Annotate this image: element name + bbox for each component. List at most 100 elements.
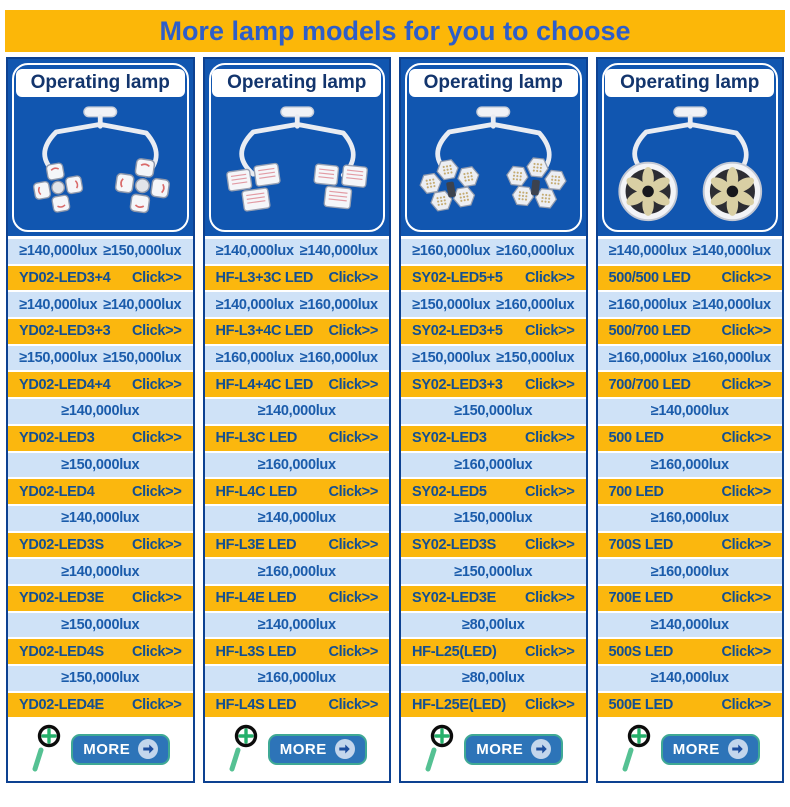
- click-link[interactable]: Click>>: [525, 590, 575, 607]
- more-label: MORE: [476, 740, 524, 758]
- click-link[interactable]: Click>>: [328, 270, 379, 287]
- click-link[interactable]: Click>>: [132, 697, 182, 714]
- click-link[interactable]: Click>>: [525, 697, 575, 714]
- model-row[interactable]: 500/500 LED Click>>: [597, 265, 782, 291]
- click-link[interactable]: Click>>: [328, 590, 379, 607]
- model-row[interactable]: SY02-LED3E Click>>: [401, 585, 586, 611]
- click-link[interactable]: Click>>: [525, 323, 575, 340]
- model-row[interactable]: SY02-LED3 Click>>: [401, 425, 586, 451]
- click-link[interactable]: Click>>: [721, 536, 772, 553]
- model-row[interactable]: HF-L25(LED) Click>>: [401, 639, 586, 664]
- click-link[interactable]: Click>>: [132, 483, 182, 500]
- dual-petal-lamp-image: [14, 103, 187, 230]
- model-row[interactable]: 700E LED Click>>: [597, 585, 782, 611]
- click-link[interactable]: Click>>: [132, 643, 182, 660]
- click-link[interactable]: Click>>: [721, 643, 772, 660]
- model-row[interactable]: SY02-LED5+5 Click>>: [401, 265, 586, 291]
- model-row[interactable]: 700/700 LED Click>>: [597, 372, 782, 398]
- column-header: Operating lamp: [605, 69, 775, 97]
- click-link[interactable]: Click>>: [525, 536, 575, 553]
- click-link[interactable]: Click>>: [525, 270, 575, 287]
- model-row[interactable]: YD02-LED3S Click>>: [8, 532, 193, 558]
- model-row[interactable]: 500/700 LED Click>>: [597, 319, 782, 344]
- magnifier-plus-icon[interactable]: [620, 723, 652, 775]
- click-link[interactable]: Click>>: [525, 430, 575, 447]
- model-name: 500/500 LED: [608, 270, 691, 287]
- click-link[interactable]: Click>>: [721, 430, 772, 447]
- model-row[interactable]: SY02-LED3S Click>>: [401, 532, 586, 558]
- model-row[interactable]: YD02-LED3E Click>>: [8, 585, 193, 611]
- click-link[interactable]: Click>>: [328, 536, 379, 553]
- click-link[interactable]: Click>>: [132, 590, 182, 607]
- lux-value: ≥150,000lux: [61, 456, 140, 473]
- model-row[interactable]: 500S LED Click>>: [597, 639, 782, 664]
- model-row[interactable]: HF-L3+4C LED Click>>: [204, 319, 389, 344]
- click-link[interactable]: Click>>: [525, 376, 575, 393]
- more-button[interactable]: MORE: [464, 733, 564, 765]
- model-row[interactable]: HF-L4S LED Click>>: [204, 692, 389, 718]
- spec-row: ≥140,000lux: [8, 559, 193, 584]
- click-link[interactable]: Click>>: [328, 483, 379, 500]
- column-footer: MORE: [401, 717, 586, 781]
- click-link[interactable]: Click>>: [132, 270, 182, 287]
- spec-row: ≥160,000lux ≥160,000lux: [204, 345, 389, 371]
- model-row[interactable]: YD02-LED4+4 Click>>: [8, 372, 193, 398]
- magnifier-plus-icon[interactable]: [423, 723, 455, 775]
- model-name: SY02-LED5+5: [412, 270, 503, 287]
- click-link[interactable]: Click>>: [525, 483, 575, 500]
- model-row[interactable]: HF-L3E LED Click>>: [204, 532, 389, 558]
- spec-row: ≥160,000lux: [597, 505, 782, 531]
- model-row[interactable]: 500E LED Click>>: [597, 692, 782, 718]
- magnifier-plus-icon[interactable]: [227, 723, 259, 775]
- lux-value: ≥160,000lux: [257, 456, 336, 473]
- click-link[interactable]: Click>>: [721, 483, 772, 500]
- dual-hex-lamp-image: [407, 103, 580, 230]
- model-name: HF-L25(LED): [412, 643, 497, 660]
- model-row[interactable]: 700 LED Click>>: [597, 479, 782, 504]
- model-row[interactable]: 500 LED Click>>: [597, 425, 782, 451]
- click-link[interactable]: Click>>: [525, 643, 575, 660]
- model-row[interactable]: HF-L4+4C LED Click>>: [204, 372, 389, 398]
- model-row[interactable]: SY02-LED3+5 Click>>: [401, 319, 586, 344]
- model-row[interactable]: YD02-LED4S Click>>: [8, 639, 193, 664]
- model-row[interactable]: HF-L25E(LED) Click>>: [401, 692, 586, 718]
- model-row[interactable]: HF-L3C LED Click>>: [204, 425, 389, 451]
- model-row[interactable]: SY02-LED3+3 Click>>: [401, 372, 586, 398]
- model-name: 700S LED: [608, 536, 674, 553]
- more-button[interactable]: MORE: [267, 733, 367, 765]
- lux-value: ≥150,000lux: [454, 403, 533, 420]
- click-link[interactable]: Click>>: [132, 430, 182, 447]
- click-link[interactable]: Click>>: [721, 697, 772, 714]
- more-button[interactable]: MORE: [660, 733, 760, 765]
- click-link[interactable]: Click>>: [328, 643, 379, 660]
- click-link[interactable]: Click>>: [328, 697, 379, 714]
- magnifier-plus-icon[interactable]: [30, 723, 62, 775]
- click-link[interactable]: Click>>: [328, 430, 379, 447]
- model-row[interactable]: YD02-LED3 Click>>: [8, 425, 193, 451]
- model-row[interactable]: YD02-LED3+3 Click>>: [8, 319, 193, 344]
- more-button[interactable]: MORE: [71, 733, 171, 765]
- model-row[interactable]: YD02-LED3+4 Click>>: [8, 265, 193, 291]
- model-row[interactable]: HF-L3S LED Click>>: [204, 639, 389, 664]
- model-row[interactable]: HF-L4E LED Click>>: [204, 585, 389, 611]
- model-name: SY02-LED3+3: [412, 376, 503, 393]
- model-row[interactable]: SY02-LED5 Click>>: [401, 479, 586, 504]
- click-link[interactable]: Click>>: [721, 376, 772, 393]
- click-link[interactable]: Click>>: [328, 376, 379, 393]
- model-row[interactable]: HF-L4C LED Click>>: [204, 479, 389, 504]
- lux-value: ≥140,000lux: [650, 616, 729, 633]
- lux-value: ≥160,000lux: [412, 243, 491, 260]
- click-link[interactable]: Click>>: [721, 270, 772, 287]
- model-row[interactable]: HF-L3+3C LED Click>>: [204, 265, 389, 291]
- click-link[interactable]: Click>>: [721, 323, 772, 340]
- click-link[interactable]: Click>>: [721, 590, 772, 607]
- model-row[interactable]: YD02-LED4E Click>>: [8, 692, 193, 718]
- model-row[interactable]: YD02-LED4 Click>>: [8, 479, 193, 504]
- click-link[interactable]: Click>>: [132, 323, 182, 340]
- lamp-image-area: Operating lamp: [204, 59, 389, 236]
- click-link[interactable]: Click>>: [132, 536, 182, 553]
- model-row[interactable]: 700S LED Click>>: [597, 532, 782, 558]
- lux-value: ≥140,000lux: [61, 403, 140, 420]
- click-link[interactable]: Click>>: [132, 376, 182, 393]
- click-link[interactable]: Click>>: [328, 323, 379, 340]
